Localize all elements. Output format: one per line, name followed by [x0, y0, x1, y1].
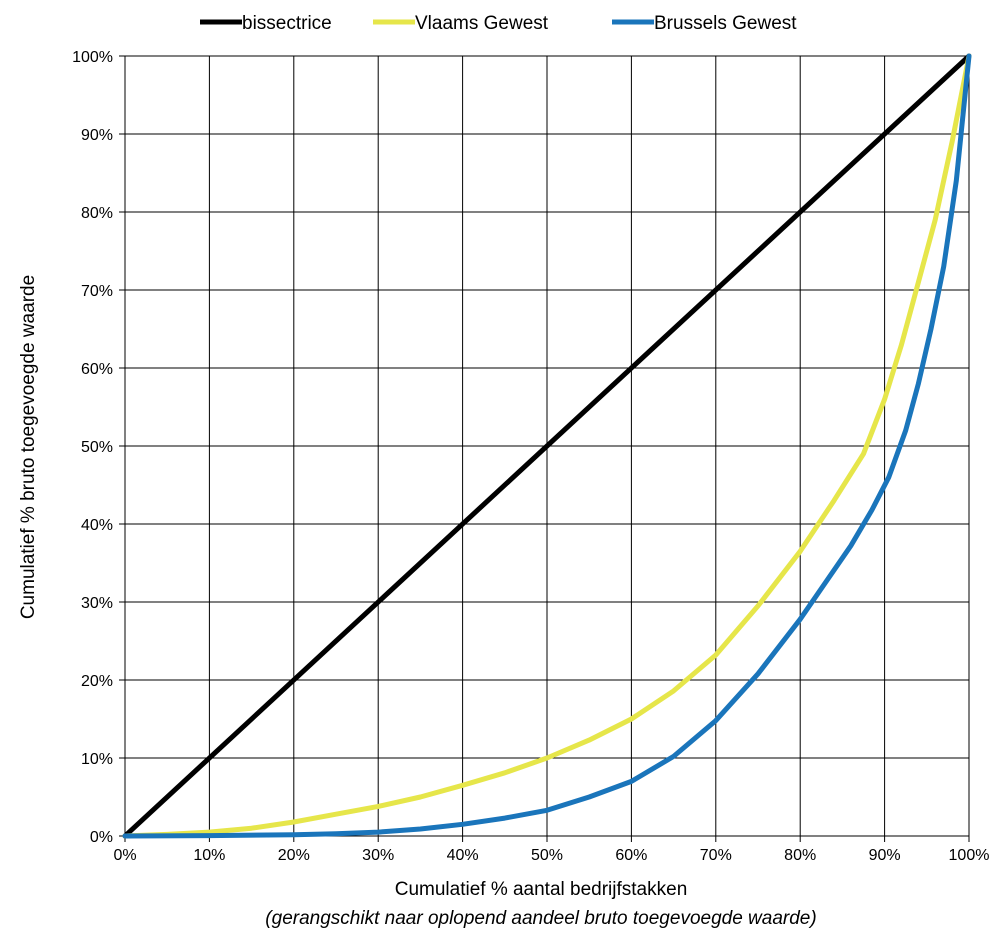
x-tick-label: 100%	[949, 847, 990, 864]
legend-label-brussels-gewest: Brussels Gewest	[654, 13, 797, 34]
x-axis-title: Cumulatief % aantal bedrijfstakken	[395, 879, 688, 900]
chart-legend: bissectrice Vlaams Gewest Brussels Gewest	[200, 13, 797, 34]
y-tick-label: 50%	[81, 439, 113, 456]
legend-label-bissectrice: bissectrice	[242, 13, 332, 34]
x-axis-ticks: 0% 10% 20% 30% 40% 50% 60% 70% 80% 90% 100%	[113, 847, 989, 864]
y-tick-label: 90%	[81, 127, 113, 144]
y-tick-label: 100%	[72, 49, 113, 66]
y-tick-label: 40%	[81, 517, 113, 534]
y-tick-label: 0%	[90, 829, 113, 846]
chart-series	[122, 53, 972, 839]
series-line-vlaams-gewest	[122, 53, 972, 839]
x-tick-label: 20%	[278, 847, 310, 864]
y-tick-label: 20%	[81, 673, 113, 690]
y-tick-label: 80%	[81, 205, 113, 222]
series-line-bissectrice	[122, 53, 972, 839]
x-tick-label: 50%	[531, 847, 563, 864]
y-axis-title: Cumulatief % bruto toegevoegde waarde	[18, 275, 39, 619]
x-tick-label: 60%	[615, 847, 647, 864]
chart-gridlines	[119, 55, 970, 842]
x-tick-label: 70%	[700, 847, 732, 864]
x-tick-label: 30%	[362, 847, 394, 864]
x-tick-label: 80%	[784, 847, 816, 864]
x-axis-subtitle: (gerangschikt naar oplopend aandeel brut…	[265, 908, 816, 929]
x-tick-label: 90%	[869, 847, 901, 864]
x-tick-label: 40%	[447, 847, 479, 864]
x-tick-label: 0%	[113, 847, 136, 864]
legend-label-vlaams-gewest: Vlaams Gewest	[415, 13, 549, 34]
y-axis-ticks: 0% 10% 20% 30% 40% 50% 60% 70% 80% 90% 100%	[72, 49, 113, 846]
x-tick-label: 10%	[193, 847, 225, 864]
y-tick-label: 30%	[81, 595, 113, 612]
y-tick-label: 70%	[81, 283, 113, 300]
y-tick-label: 10%	[81, 751, 113, 768]
y-tick-label: 60%	[81, 361, 113, 378]
series-line-brussels-gewest	[122, 53, 972, 839]
